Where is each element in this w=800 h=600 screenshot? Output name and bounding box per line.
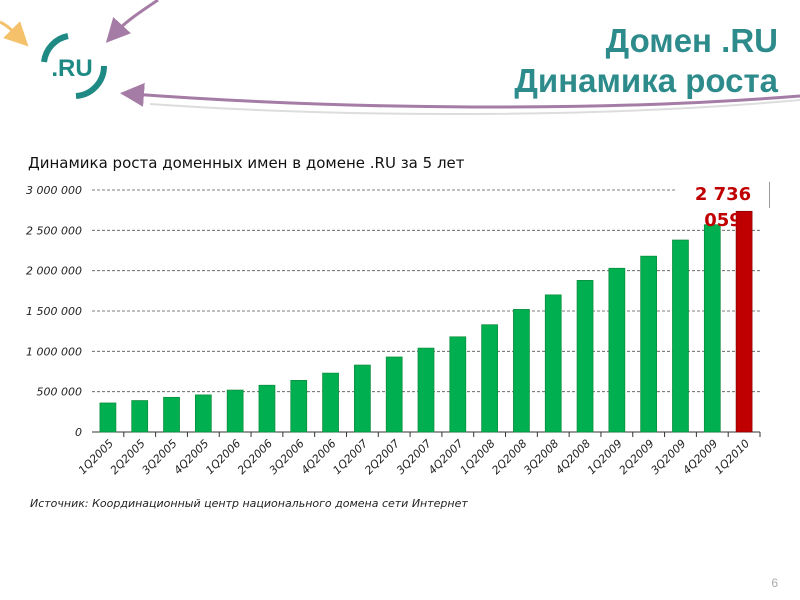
bar (99, 402, 117, 433)
bar-highlight (735, 210, 753, 433)
ru-logo: .RU (41, 33, 108, 99)
chart-title: Динамика роста доменных имен в домене .R… (28, 154, 465, 172)
bar (290, 380, 308, 433)
bar (544, 294, 562, 433)
y-tick-label: 2 500 000 (26, 224, 82, 237)
source-note: Источник: Координационный центр национал… (30, 497, 468, 510)
bar (131, 400, 149, 433)
bar (608, 267, 626, 433)
y-tick-label: 1 000 000 (26, 345, 82, 358)
page-title-line1: Домен .RU (605, 22, 778, 59)
data-label-last: 2 736 059 (677, 182, 770, 231)
svg-text:.RU: .RU (51, 55, 92, 82)
x-tick-label: 1Q2010 (712, 437, 752, 477)
y-tick-label: 0 (75, 426, 82, 439)
bar (322, 372, 339, 433)
bar (163, 396, 180, 433)
y-tick-label: 1 500 000 (26, 305, 82, 318)
bar (576, 279, 594, 433)
arrow-bottom (120, 82, 800, 109)
arrow-top (105, 0, 159, 43)
y-tick-label: 500 000 (37, 386, 83, 399)
page-title-line2: Динамика роста (514, 62, 778, 99)
arrow-left (0, 20, 29, 47)
bar (481, 324, 498, 433)
bar (449, 336, 467, 433)
bar (640, 255, 658, 433)
bar (258, 384, 276, 433)
bar (354, 364, 371, 433)
bar (194, 394, 212, 433)
decorative-arrows: .RU (0, 0, 800, 116)
bar (385, 356, 403, 433)
bar (672, 239, 689, 433)
bar (703, 224, 721, 433)
bar-chart: 0 500 000 1 000 000 1 500 000 2 000 000 2 500… (26, 184, 761, 477)
bar (226, 389, 244, 433)
y-tick-label: 3 000 000 (26, 184, 82, 197)
page-number: 6 (771, 576, 778, 590)
bar (513, 309, 530, 433)
bar (417, 347, 435, 433)
y-tick-label: 2 000 000 (26, 265, 82, 278)
